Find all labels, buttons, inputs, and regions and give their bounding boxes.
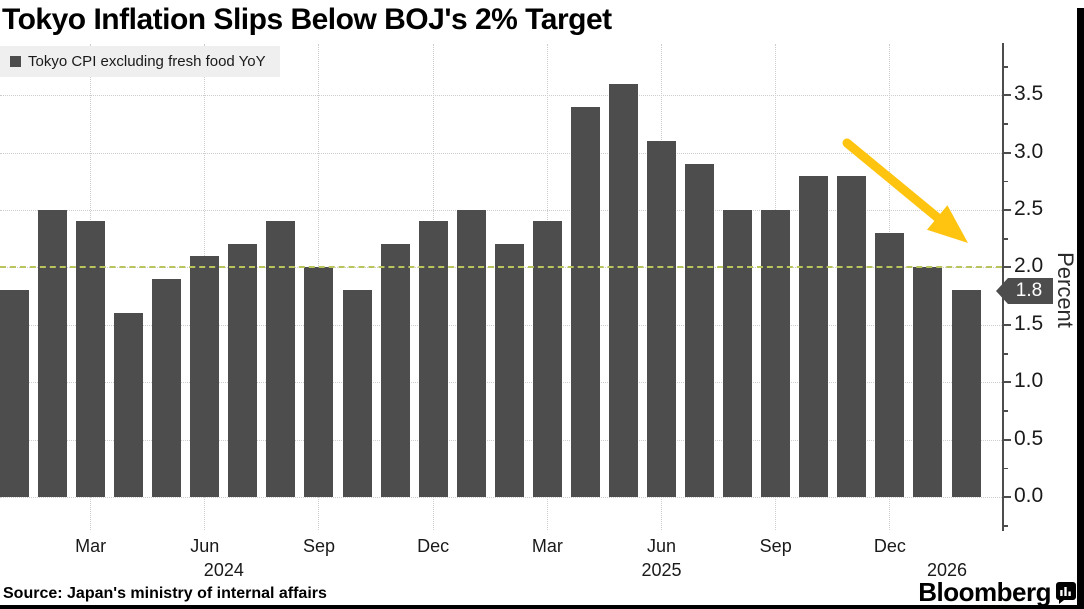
y-axis-tick (1002, 94, 1011, 97)
y-axis-minor-tick (1002, 123, 1008, 125)
y-grid-line (0, 95, 1002, 97)
bar (685, 164, 715, 497)
target-line (0, 266, 1002, 269)
y-axis-tick (1002, 496, 1011, 498)
bar (418, 221, 448, 497)
legend-label: Tokyo CPI excluding fresh food YoY (28, 53, 266, 70)
bar (38, 210, 68, 497)
y-axis-tick (1002, 438, 1011, 441)
y-axis-tick-label: 3.5 (1014, 82, 1044, 106)
bar (76, 221, 106, 497)
source-attribution: Source: Japan's ministry of internal aff… (3, 585, 327, 602)
x-tick-label: Dec (873, 536, 906, 556)
bar (228, 244, 258, 497)
bar (913, 267, 943, 497)
y-grid-line (0, 152, 1002, 154)
bar (951, 290, 981, 497)
bar (647, 141, 677, 497)
y-axis-tick-label: 2.5 (1014, 197, 1044, 221)
y-axis-title: Percent (1053, 252, 1078, 328)
bar (152, 278, 182, 497)
y-axis-tick-label: 1.5 (1014, 311, 1044, 335)
bar (875, 232, 905, 497)
bar (761, 210, 791, 497)
y-axis-tick (1002, 266, 1011, 269)
bar (456, 210, 486, 497)
x-tick-label: Sep (759, 536, 792, 556)
y-axis-minor-tick (1002, 467, 1008, 470)
x-tick-label: Dec (417, 536, 450, 556)
right-edge-black-strip (1077, 8, 1084, 605)
x-tick-label: Mar (531, 536, 563, 556)
y-axis-minor-tick (1002, 238, 1008, 240)
bloomberg-wordmark: Bloomberg (918, 577, 1051, 607)
x-tick-label: Mar (75, 536, 107, 556)
y-axis-minor-tick (1002, 66, 1008, 68)
y-axis-tick (1002, 381, 1011, 384)
bar (266, 221, 296, 497)
bar (342, 290, 372, 497)
x-tick-label: Sep (302, 536, 335, 556)
y-axis-minor-tick (1002, 353, 1008, 355)
bottom-black-rule (0, 605, 1084, 609)
latest-value: 1.8 (1015, 280, 1043, 301)
bar (0, 290, 29, 497)
bar (380, 244, 410, 497)
y-axis-tick (1002, 209, 1011, 211)
bar (723, 210, 753, 497)
page-title: Tokyo Inflation Slips Below BOJ's 2% Tar… (2, 3, 612, 36)
y-axis-tick-label: 1.0 (1014, 369, 1044, 393)
y-axis-tick-label: 0.5 (1014, 426, 1044, 450)
y-axis-tick (1002, 151, 1011, 154)
y-axis-minor-tick (1002, 410, 1008, 412)
bar (608, 83, 638, 497)
y-axis-minor-tick (1002, 180, 1008, 183)
x-year-label: 2024 (203, 560, 244, 580)
y-axis-tick-label: 2.0 (1014, 254, 1044, 278)
y-grid-line (0, 210, 1002, 211)
y-grid-line (0, 497, 1002, 498)
bar (837, 175, 867, 497)
bloomberg-logo: Bloomberg (918, 577, 1077, 608)
bar (799, 175, 829, 497)
y-axis-minor-tick (1002, 525, 1008, 527)
x-year-label: 2025 (641, 560, 682, 580)
y-axis-tick-label: 3.0 (1014, 139, 1044, 163)
bloomberg-bug-icon (1056, 581, 1076, 604)
bar (190, 255, 220, 497)
bar (532, 221, 562, 497)
x-year-label: 2026 (926, 560, 967, 580)
y-axis-tick (1002, 323, 1011, 326)
bar (304, 267, 334, 497)
legend-swatch-icon (10, 56, 21, 67)
bar (494, 244, 524, 497)
x-tick-label: Jun (647, 536, 677, 556)
latest-value-badge: 1.8 (996, 278, 1053, 304)
bar (570, 106, 600, 497)
bar (114, 313, 144, 497)
y-axis-tick-label: 0.0 (1014, 484, 1044, 508)
x-tick-label: Jun (190, 536, 220, 556)
legend: Tokyo CPI excluding fresh food YoY (0, 46, 280, 77)
